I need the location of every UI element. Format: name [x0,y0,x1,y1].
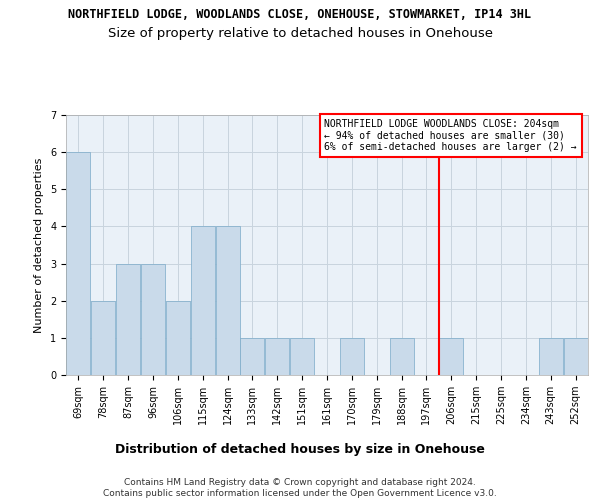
Bar [389,338,413,375]
Bar [563,338,587,375]
Bar [141,264,165,375]
Text: Contains HM Land Registry data © Crown copyright and database right 2024.
Contai: Contains HM Land Registry data © Crown c… [103,478,497,498]
Text: NORTHFIELD LODGE, WOODLANDS CLOSE, ONEHOUSE, STOWMARKET, IP14 3HL: NORTHFIELD LODGE, WOODLANDS CLOSE, ONEHO… [68,8,532,20]
Text: NORTHFIELD LODGE WOODLANDS CLOSE: 204sqm
← 94% of detached houses are smaller (3: NORTHFIELD LODGE WOODLANDS CLOSE: 204sqm… [325,119,577,152]
Bar [439,338,463,375]
Bar [290,338,314,375]
Text: Size of property relative to detached houses in Onehouse: Size of property relative to detached ho… [107,28,493,40]
Y-axis label: Number of detached properties: Number of detached properties [34,158,44,332]
Bar [539,338,563,375]
Bar [67,152,91,375]
Text: Distribution of detached houses by size in Onehouse: Distribution of detached houses by size … [115,442,485,456]
Bar [116,264,140,375]
Bar [166,300,190,375]
Bar [340,338,364,375]
Bar [241,338,265,375]
Bar [91,300,115,375]
Bar [215,226,239,375]
Bar [191,226,215,375]
Bar [265,338,289,375]
